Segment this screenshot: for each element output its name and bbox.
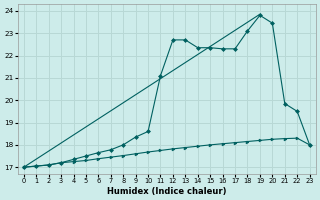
X-axis label: Humidex (Indice chaleur): Humidex (Indice chaleur): [107, 187, 227, 196]
